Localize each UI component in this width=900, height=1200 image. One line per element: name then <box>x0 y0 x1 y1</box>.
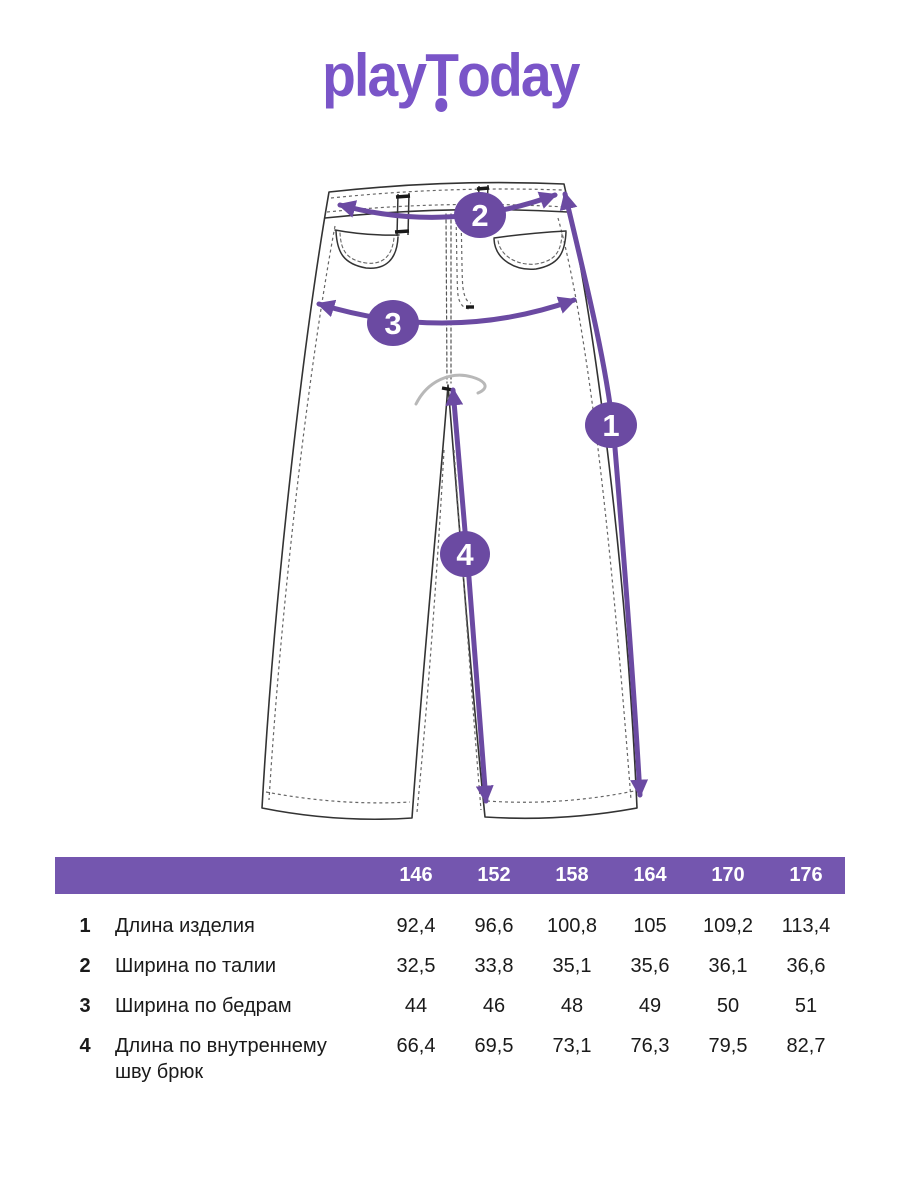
size-header-cell: 176 <box>789 864 823 886</box>
row-label-text: Длина по внутреннему шву брюк <box>115 1035 327 1083</box>
pants-technical-drawing: 1 2 3 4 <box>261 181 649 821</box>
svg-text:3: 3 <box>384 306 401 341</box>
measure-badge-3: 3 <box>367 300 419 346</box>
logo-part-play: play <box>321 42 427 109</box>
measure-badge-2: 2 <box>454 192 506 238</box>
value-cell: 46 <box>482 995 506 1017</box>
value-cell: 33,8 <box>474 955 514 977</box>
value-cell: 73,1 <box>552 1035 592 1057</box>
size-header-cell: 170 <box>711 864 745 886</box>
row-label: Длина изделия <box>115 913 377 939</box>
row-label-text: Ширина по талии <box>115 955 277 977</box>
row-label: Ширина по бедрам <box>115 993 377 1019</box>
value-cell: 35,1 <box>552 955 592 977</box>
row-number: 4 <box>79 1035 91 1057</box>
size-table-rows: 1 Длина изделия 92,4 96,6 100,8 105 109,2 113,4… <box>55 906 845 1092</box>
measure-badges: 1 2 3 4 <box>367 192 637 577</box>
measure-arrow-3 <box>316 296 577 326</box>
brand-logo: playT oday <box>0 46 900 112</box>
logo-part-oday: oday <box>456 42 580 109</box>
header-spacer <box>55 857 115 894</box>
value-cell: 49 <box>638 995 662 1017</box>
measure-arrow-2 <box>337 191 558 220</box>
value-cell: 100,8 <box>546 915 598 937</box>
value-cell: 79,5 <box>708 1035 748 1057</box>
size-header-cell: 158 <box>555 864 589 886</box>
value-cell: 50 <box>716 995 740 1017</box>
size-header-cell: 164 <box>633 864 667 886</box>
logo-dot-icon <box>434 98 448 112</box>
value-cell: 35,6 <box>630 955 670 977</box>
value-cell: 76,3 <box>630 1035 670 1057</box>
value-cell: 109,2 <box>702 915 754 937</box>
value-cell: 44 <box>404 995 428 1017</box>
pants-outline <box>261 181 638 821</box>
row-label: Длина по внутреннему шву брюк <box>115 1033 377 1085</box>
size-table-header: 146 152 158 164 170 176 <box>55 857 845 894</box>
value-cell: 66,4 <box>396 1035 436 1057</box>
row-number: 3 <box>79 995 91 1017</box>
value-cell: 36,6 <box>786 955 826 977</box>
value-cell: 51 <box>794 995 818 1017</box>
size-table: 146 152 158 164 170 176 1 Длина изделия 92,4 96,… <box>55 857 845 1092</box>
row-label: Ширина по талии <box>115 953 377 979</box>
value-cell: 36,1 <box>708 955 748 977</box>
value-cell: 48 <box>560 995 584 1017</box>
value-cell: 82,7 <box>786 1035 826 1057</box>
value-cell: 69,5 <box>474 1035 514 1057</box>
value-cell: 96,6 <box>474 915 514 937</box>
row-number: 1 <box>79 915 91 937</box>
svg-text:1: 1 <box>602 408 619 443</box>
measure-arrow-4 <box>445 387 494 804</box>
row-number: 2 <box>79 955 91 977</box>
measure-badge-1: 1 <box>585 402 637 448</box>
svg-text:2: 2 <box>471 198 488 233</box>
measure-badge-4: 4 <box>440 531 490 577</box>
table-row: 3 Ширина по бедрам 44 46 48 49 50 51 <box>55 986 845 1026</box>
table-row: 2 Ширина по талии 32,5 33,8 35,1 35,6 36,1 36,6 <box>55 946 845 986</box>
value-cell: 32,5 <box>396 955 436 977</box>
row-label-text: Длина изделия <box>115 915 255 937</box>
table-row: 4 Длина по внутреннему шву брюк 66,4 69,5 73… <box>55 1026 845 1092</box>
logo-letter-t: T <box>425 46 459 112</box>
table-row: 1 Длина изделия 92,4 96,6 100,8 105 109,2 113,4 <box>55 906 845 946</box>
left-front-pocket <box>334 229 400 269</box>
row-label-text: Ширина по бедрам <box>115 995 292 1017</box>
header-spacer <box>115 857 377 894</box>
pants-diagram: 1 2 3 4 <box>245 170 660 835</box>
size-header-cell: 152 <box>477 864 511 886</box>
value-cell: 105 <box>633 915 667 937</box>
brand-logo-text: playT oday <box>322 46 580 112</box>
value-cell: 92,4 <box>396 915 436 937</box>
value-cell: 113,4 <box>781 915 831 937</box>
svg-text:4: 4 <box>456 537 474 572</box>
size-header-cell: 146 <box>399 864 433 886</box>
